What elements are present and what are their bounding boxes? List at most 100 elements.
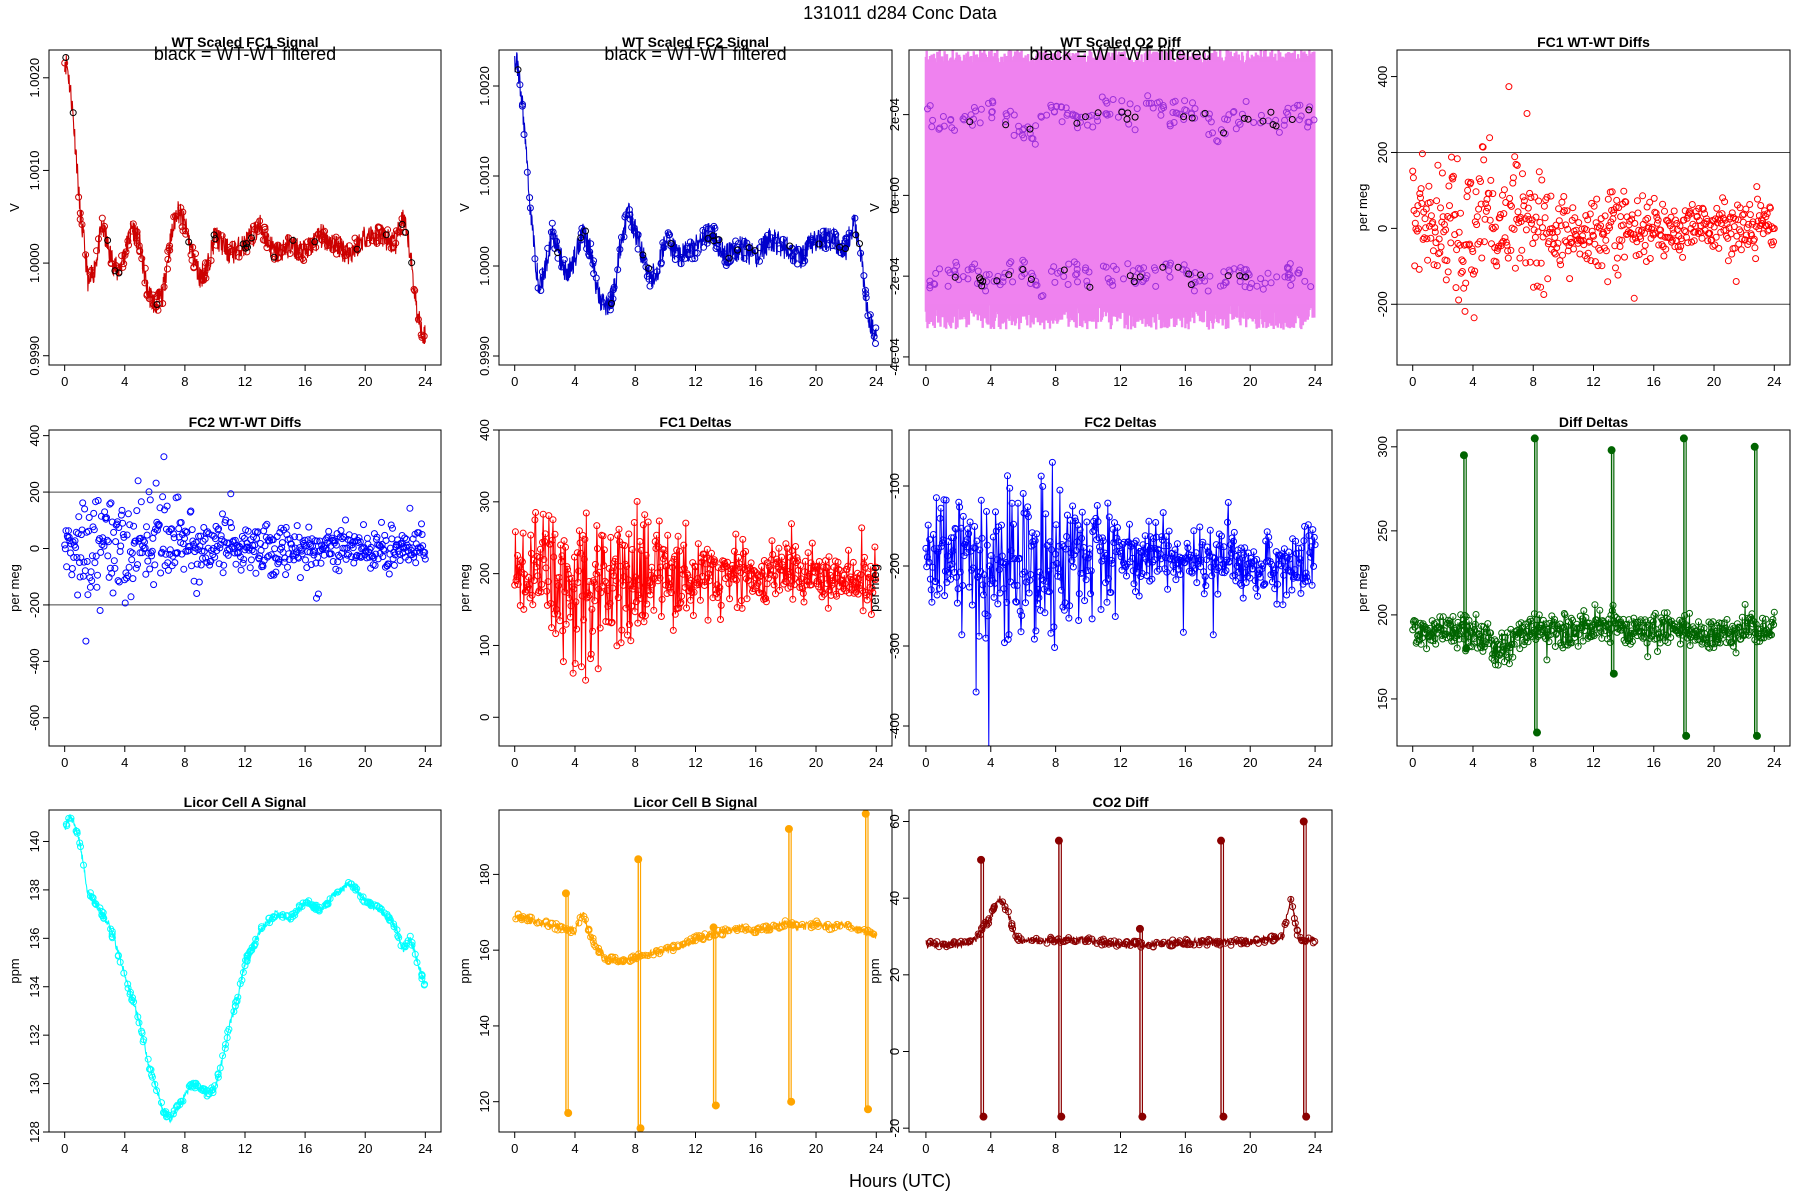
y-tick-label: 300	[1375, 436, 1390, 458]
series-point	[389, 243, 397, 251]
series-point	[1032, 122, 1040, 130]
series-point	[1742, 205, 1750, 213]
series-point	[1570, 245, 1577, 253]
series-point	[225, 1025, 233, 1033]
spike-peak-point	[784, 824, 793, 833]
panel-title: FC2 Deltas	[1084, 414, 1157, 430]
series-point	[190, 264, 198, 272]
series-point	[1452, 284, 1460, 292]
series-point	[1690, 237, 1698, 245]
series-point	[1557, 222, 1565, 230]
series-point	[74, 591, 82, 599]
series-point	[974, 267, 982, 275]
series-point	[143, 523, 150, 531]
series-point	[300, 243, 307, 251]
series-point	[187, 507, 195, 515]
series-point	[742, 923, 750, 931]
x-tick-label: 0	[511, 755, 518, 770]
series-point	[1444, 268, 1452, 276]
series-point	[1457, 209, 1464, 217]
series-point	[703, 239, 711, 247]
x-tick-label: 12	[688, 755, 702, 770]
series-point	[286, 250, 294, 257]
series-point	[1524, 204, 1532, 212]
series-point	[1429, 247, 1437, 255]
x-tick-label: 16	[1647, 755, 1661, 770]
series-point	[1437, 204, 1444, 212]
series-point	[235, 253, 243, 261]
x-tick-label: 4	[571, 1141, 578, 1156]
series-point	[173, 549, 181, 557]
series-point	[1213, 137, 1221, 145]
series-point	[1751, 244, 1759, 252]
series-point	[1459, 258, 1467, 265]
series-point	[200, 268, 208, 276]
panel-p7: FC2 Deltas 0 4 8 12 16 20 24 -400 -300 -200 -100 per…	[867, 414, 1333, 770]
series-point	[170, 530, 177, 538]
series-point	[584, 926, 592, 934]
series-point	[128, 549, 136, 557]
series-point	[366, 545, 374, 553]
spike-low-point	[564, 1109, 573, 1118]
series-point	[684, 251, 692, 259]
series-point	[304, 238, 311, 246]
y-axis-label: V	[457, 203, 472, 212]
series-point	[385, 914, 393, 921]
series-point	[252, 935, 260, 943]
series-point	[611, 953, 619, 961]
x-tick-label: 24	[869, 374, 883, 389]
series-point	[329, 558, 337, 565]
series-point	[721, 258, 729, 266]
series-point	[255, 555, 263, 563]
series-point	[147, 549, 155, 557]
series-point	[1501, 234, 1509, 242]
series-point	[1144, 92, 1152, 100]
series-point	[129, 575, 137, 583]
series-point	[214, 230, 222, 238]
series-point	[117, 511, 125, 519]
series-point	[88, 577, 96, 585]
series-point	[284, 563, 291, 571]
series-point	[1098, 93, 1106, 101]
series-point	[981, 918, 989, 926]
series-point	[854, 926, 862, 934]
series-point	[108, 930, 116, 938]
series-point	[524, 917, 531, 925]
series-point	[74, 530, 82, 538]
series-point	[105, 538, 112, 546]
series-point	[184, 547, 192, 555]
filtered-point	[289, 236, 297, 244]
series-point	[129, 220, 137, 228]
series-point	[1719, 194, 1727, 202]
series-point	[609, 295, 617, 303]
series-point	[1612, 264, 1619, 272]
series-point	[1476, 238, 1484, 246]
series-point	[1462, 241, 1470, 249]
series-point	[1519, 193, 1527, 201]
series-point	[929, 116, 937, 124]
filtered-point	[1002, 121, 1010, 129]
series-point	[356, 552, 364, 560]
series-point	[187, 251, 195, 259]
series-point	[192, 250, 199, 258]
panel-p10: Licor Cell B Signal 0 4 8 12 16 20 24 120 140 160 1…	[457, 794, 893, 1156]
series-point	[248, 237, 256, 245]
series-point	[1604, 195, 1612, 203]
series-point	[1007, 267, 1015, 275]
series-point	[395, 934, 403, 942]
series-point	[420, 552, 428, 560]
series-point	[1047, 935, 1055, 943]
series-point	[1220, 281, 1228, 289]
filtered-point	[398, 220, 406, 228]
series-point	[1004, 908, 1012, 916]
panel-annotation: black = WT-WT filtered	[604, 44, 786, 64]
series-point	[756, 257, 763, 265]
series-point	[1559, 208, 1567, 216]
series-point	[81, 567, 89, 575]
series-point	[713, 243, 721, 250]
series-point	[332, 541, 340, 549]
series-point	[164, 255, 172, 263]
series-point	[347, 537, 355, 545]
series-point	[1560, 207, 1568, 215]
